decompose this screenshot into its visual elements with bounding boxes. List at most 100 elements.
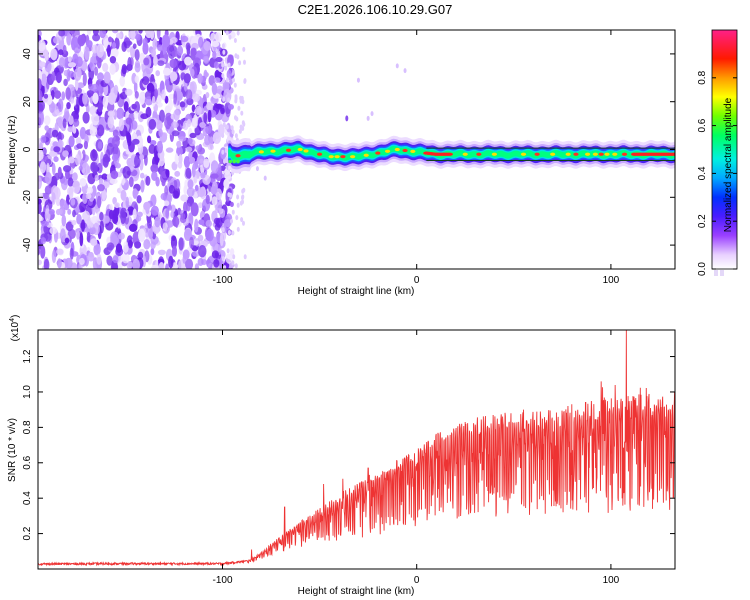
- noise-blob: [206, 228, 214, 242]
- noise-blob: [223, 265, 227, 269]
- noise-blob: [173, 109, 180, 121]
- noise-blob: [154, 216, 161, 228]
- noise-blob: [135, 33, 141, 41]
- noise-blob: [84, 46, 90, 60]
- noise-blob: [356, 77, 360, 83]
- noise-blob: [145, 31, 153, 39]
- noise-blob: [110, 170, 119, 179]
- signal-peak: [394, 147, 400, 152]
- noise-blob: [64, 257, 73, 269]
- colorbar-tick-label: 0.0: [697, 262, 708, 276]
- snr-x-ticks: -100 0 100: [212, 330, 620, 586]
- noise-blob: [128, 160, 135, 172]
- noise-blob: [72, 125, 77, 134]
- colorbar: 0.0 0.2 0.4 0.6 0.8 Normalized spectral ampl…: [697, 29, 738, 276]
- noise-blob: [44, 60, 52, 73]
- signal-peak: [491, 152, 497, 156]
- spectrogram-y-ticks: -40 -20 0 20 40: [22, 48, 675, 252]
- noise-blob: [169, 71, 178, 82]
- noise-blob: [172, 216, 180, 228]
- snr-multiplier-base: (x10: [10, 321, 21, 341]
- noise-blob: [138, 30, 143, 34]
- noise-blob: [43, 192, 50, 200]
- noise-blob: [138, 228, 146, 242]
- noise-blob: [236, 194, 240, 200]
- noise-blob: [150, 48, 156, 58]
- noise-blob: [232, 254, 236, 260]
- noise-blob: [73, 36, 79, 48]
- noise-blob: [189, 236, 194, 249]
- noise-blob: [199, 122, 207, 128]
- snr-series-line: [38, 330, 675, 567]
- noise-blob: [163, 67, 172, 76]
- noise-blob: [97, 102, 103, 113]
- noise-blob: [223, 219, 232, 228]
- signal-peak: [258, 150, 264, 154]
- signal-peak: [604, 152, 610, 156]
- noise-blob: [132, 189, 139, 196]
- noise-blob: [78, 165, 83, 171]
- noise-blob: [62, 118, 67, 129]
- noise-blob: [147, 135, 152, 144]
- noise-blob: [165, 220, 174, 228]
- noise-blob: [158, 262, 165, 269]
- noise-blob: [82, 192, 88, 205]
- signal-peak: [303, 149, 309, 153]
- noise-blob: [53, 36, 60, 44]
- noise-blob: [130, 30, 136, 41]
- noise-blob: [96, 43, 105, 58]
- noise-blob: [79, 257, 85, 266]
- noise-blob: [38, 176, 42, 190]
- noise-blob: [106, 44, 111, 57]
- noise-blob: [102, 153, 110, 168]
- noise-blob: [56, 116, 65, 127]
- noise-blob: [370, 111, 374, 117]
- noise-blob: [176, 140, 182, 148]
- noise-blob: [211, 250, 219, 259]
- noise-blob: [162, 132, 168, 139]
- noise-blob: [241, 99, 245, 105]
- x-tick-label: 100: [603, 275, 620, 286]
- signal-peak: [565, 152, 571, 156]
- noise-blob: [150, 248, 155, 256]
- noise-blob: [222, 96, 226, 102]
- noise-blob: [238, 128, 242, 134]
- noise-blob: [203, 112, 208, 124]
- noise-blob: [178, 237, 184, 251]
- noise-blob: [195, 105, 202, 116]
- noise-blob: [142, 76, 150, 86]
- noise-blob: [72, 180, 81, 194]
- snr-y-multiplier: (x104): [9, 315, 21, 342]
- noise-blob: [115, 162, 121, 169]
- noise-blob: [229, 192, 233, 198]
- noise-blob: [120, 189, 127, 201]
- noise-blob: [223, 158, 226, 164]
- noise-blob: [45, 158, 52, 166]
- noise-blob: [79, 126, 87, 140]
- noise-blob: [49, 226, 58, 235]
- noise-blob: [91, 44, 99, 54]
- noise-blob: [189, 81, 197, 94]
- signal-peak: [462, 152, 468, 156]
- noise-blob: [82, 92, 88, 105]
- noise-blob: [143, 239, 151, 250]
- noise-blob: [236, 226, 240, 232]
- chart-title: C2E1.2026.106.10.29.G07: [298, 2, 453, 17]
- noise-blob: [62, 44, 67, 55]
- noise-blob: [89, 126, 98, 137]
- signal-peak: [476, 152, 482, 156]
- noise-blob: [103, 215, 110, 224]
- noise-blob: [150, 205, 159, 216]
- noise-blob: [103, 71, 111, 84]
- noise-blob: [39, 61, 46, 68]
- noise-blob: [185, 89, 193, 101]
- noise-blob: [192, 93, 201, 102]
- noise-blob: [221, 43, 225, 49]
- noise-blob: [187, 137, 193, 145]
- noise-blob: [101, 173, 108, 180]
- noise-blob: [72, 209, 76, 218]
- noise-blob: [208, 75, 216, 86]
- noise-blob: [152, 38, 158, 50]
- noise-blob: [143, 201, 151, 211]
- noise-blob: [197, 258, 204, 266]
